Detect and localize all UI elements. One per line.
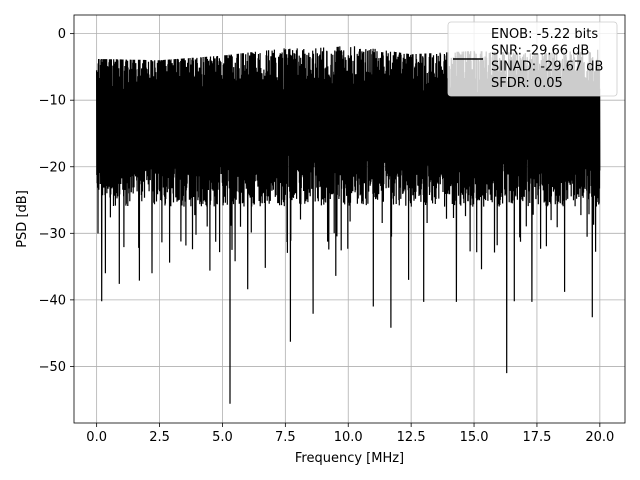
y-tick-label: −10 — [39, 94, 66, 109]
y-tick-label: −20 — [39, 160, 66, 175]
y-tick-label: 0 — [58, 27, 66, 42]
x-tick-label: 15.0 — [460, 430, 489, 445]
y-tick-label: −50 — [39, 360, 66, 375]
y-axis-label: PSD [dB] — [15, 190, 30, 248]
x-tick-label: 2.5 — [149, 430, 170, 445]
legend-box — [447, 21, 618, 97]
x-tick-label: 0.0 — [86, 430, 107, 445]
y-tick-label: −30 — [39, 227, 66, 242]
legend-entry-line: ENOB: -5.22 bits — [491, 27, 598, 42]
legend-entry-line: SNR: -29.66 dB — [491, 43, 589, 58]
legend-entry-line: SFDR: 0.05 — [491, 76, 563, 91]
tick-layer: 0.0 2.5 5.0 7.5 10.0 12.5 15.0 17.5 20.0 0 −10 −20 −… — [39, 27, 615, 445]
x-tick-label: 12.5 — [397, 430, 426, 445]
x-tick-label: 17.5 — [522, 430, 551, 445]
x-tick-label: 10.0 — [334, 430, 363, 445]
legend-entry-line: SINAD: -29.67 dB — [491, 60, 603, 75]
y-tick-label: −40 — [39, 293, 66, 308]
x-axis-label: Frequency [MHz] — [295, 451, 404, 466]
plot-frame — [73, 14, 626, 424]
x-tick-label: 7.5 — [275, 430, 296, 445]
x-tick-label: 5.0 — [212, 430, 233, 445]
x-tick-label: 20.0 — [585, 430, 614, 445]
